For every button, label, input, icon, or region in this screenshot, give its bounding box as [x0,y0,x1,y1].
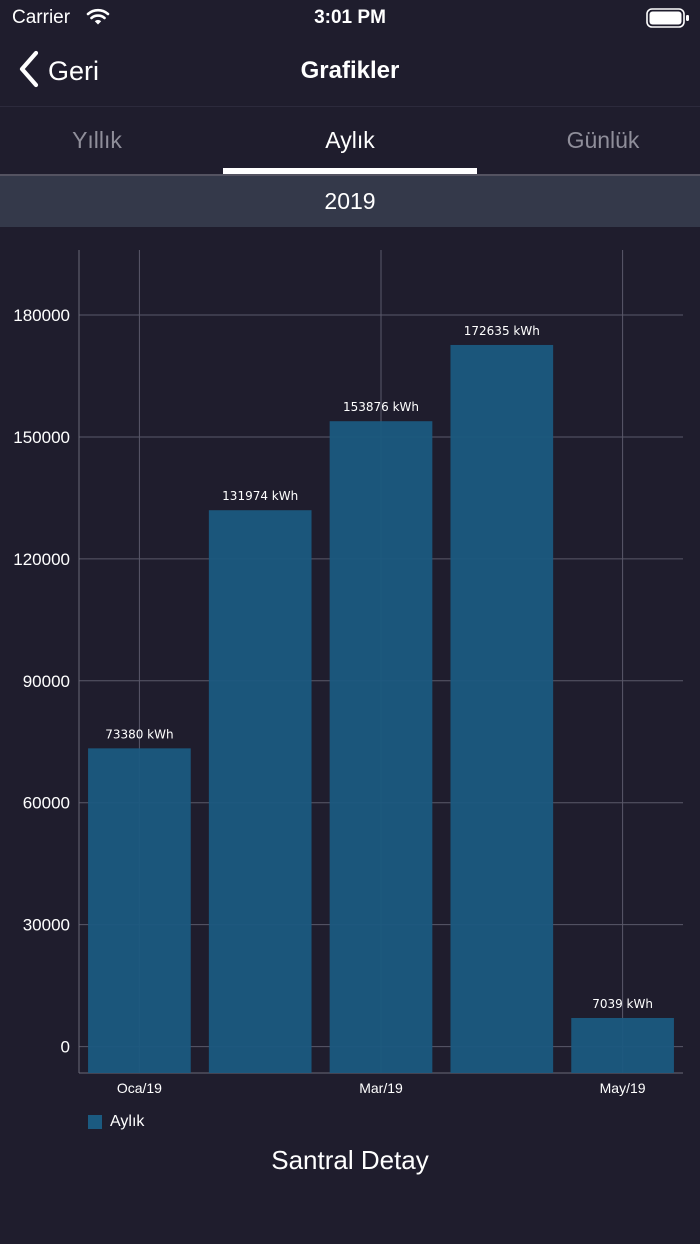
y-tick-label: 120000 [13,550,70,569]
bar-5 [571,1017,674,1073]
monthly-energy-chart: 0 30000 60000 90000 120000 150000 180000 73380 … [13,250,683,1096]
chart-legend: Aylık [88,1113,144,1131]
bar-4 [450,344,554,1073]
bar-value-label: 7039 kWh [592,997,653,1011]
nav-divider [0,106,700,107]
navigation-bar: Geri Grafikler [0,36,700,106]
y-tick-label: 30000 [23,916,70,935]
year-label: 2019 [324,188,376,214]
period-tabs: Yıllık Aylık Günlük [0,107,700,173]
page-title: Grafikler [300,57,400,84]
chevron-left-icon [18,50,40,93]
carrier-label: Carrier [12,7,71,28]
bar-value-label: 172635 kWh [464,324,540,338]
x-tick-label: Mar/19 [359,1080,403,1096]
x-tick-label: Oca/19 [117,1080,162,1096]
year-header: 2019 [0,176,700,227]
active-tab-indicator [223,168,477,174]
y-tick-label: 150000 [13,428,70,447]
y-tick-label: 90000 [23,672,70,691]
tabs-divider [0,174,700,176]
legend-label: Aylık [110,1113,145,1130]
y-tick-label: 180000 [13,306,70,325]
bar-value-label: 153876 kWh [343,400,419,414]
bar-2 [208,510,312,1073]
x-tick-label: May/19 [600,1080,646,1096]
tab-daily[interactable]: Günlük [566,126,640,153]
back-button[interactable]: Geri [18,50,99,92]
tab-yearly[interactable]: Yıllık [72,126,122,153]
bar-3 [329,421,433,1073]
clock: 3:01 PM [314,7,386,28]
battery-icon [646,8,690,33]
back-label: Geri [48,55,100,86]
plant-detail-title: Santral Detay [271,1145,429,1175]
bar-1 [88,748,191,1073]
legend-swatch [88,1115,102,1129]
bar-value-label: 131974 kWh [222,489,298,503]
bar-value-label: 73380 kWh [105,727,173,741]
tab-monthly[interactable]: Aylık [325,126,375,153]
y-tick-label: 0 [61,1038,70,1057]
status-bar: Carrier 3:01 PM [0,0,700,36]
wifi-icon [86,8,110,31]
y-tick-label: 60000 [23,794,70,813]
